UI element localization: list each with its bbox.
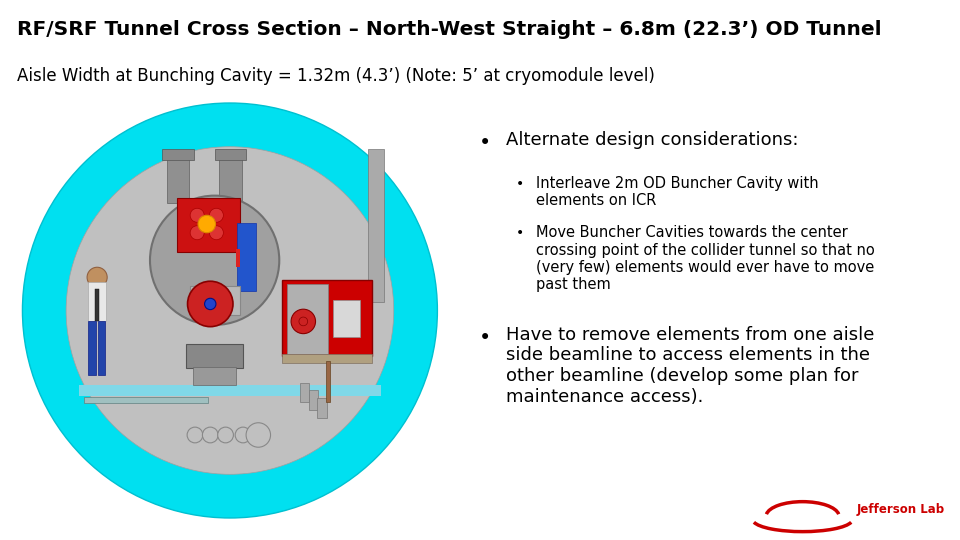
Bar [177, 198, 240, 252]
Bar [326, 361, 330, 402]
Ellipse shape [190, 208, 204, 222]
Ellipse shape [209, 208, 224, 222]
Ellipse shape [209, 226, 224, 240]
Bar [235, 249, 240, 267]
Bar [282, 354, 372, 363]
Text: •: • [479, 328, 491, 348]
Circle shape [187, 427, 203, 443]
Circle shape [87, 267, 108, 287]
Text: Interleave 2m OD Buncher Cavity with
elements on ICR: Interleave 2m OD Buncher Cavity with ele… [536, 176, 818, 208]
Bar [215, 149, 246, 160]
Circle shape [291, 309, 316, 334]
Bar [88, 282, 106, 321]
Text: Have to remove elements from one aisle
side beamline to access elements in the
o: Have to remove elements from one aisle s… [506, 326, 875, 406]
Text: Jefferson Lab: Jefferson Lab [856, 503, 945, 516]
Ellipse shape [190, 226, 204, 240]
Bar [186, 344, 243, 368]
Bar [237, 223, 255, 291]
Text: •: • [479, 133, 491, 153]
Bar [219, 153, 242, 204]
Circle shape [246, 423, 271, 447]
Circle shape [299, 317, 307, 326]
Circle shape [187, 281, 233, 327]
Bar [95, 289, 99, 321]
Bar [368, 149, 384, 302]
Bar [300, 382, 309, 402]
Bar [84, 396, 208, 403]
Circle shape [198, 215, 215, 233]
Bar [88, 321, 96, 375]
Bar [282, 280, 372, 356]
Text: Move Buncher Cavities towards the center
crossing point of the collider tunnel s: Move Buncher Cavities towards the center… [536, 225, 875, 292]
Bar [308, 390, 318, 410]
Bar [98, 321, 105, 375]
Bar [190, 287, 240, 315]
Circle shape [218, 427, 233, 443]
Bar [193, 367, 236, 385]
Circle shape [22, 103, 438, 518]
Circle shape [66, 147, 394, 474]
Text: Aisle Width at Bunching Cavity = 1.32m (4.3’) (Note: 5’ at cryomodule level): Aisle Width at Bunching Cavity = 1.32m (… [17, 67, 655, 85]
Bar [162, 149, 194, 160]
Circle shape [150, 195, 279, 325]
Circle shape [235, 427, 251, 443]
Text: •: • [516, 226, 524, 240]
Bar [287, 284, 328, 354]
Bar [80, 385, 380, 396]
Text: RF/SRF Tunnel Cross Section – North-West Straight – 6.8m (22.3’) OD Tunnel: RF/SRF Tunnel Cross Section – North-West… [17, 20, 882, 39]
Circle shape [203, 427, 218, 443]
Text: Alternate design considerations:: Alternate design considerations: [506, 131, 799, 149]
Bar [167, 153, 189, 204]
Bar [318, 399, 327, 418]
Circle shape [204, 298, 216, 309]
Bar [332, 300, 360, 337]
Text: •: • [516, 177, 524, 191]
